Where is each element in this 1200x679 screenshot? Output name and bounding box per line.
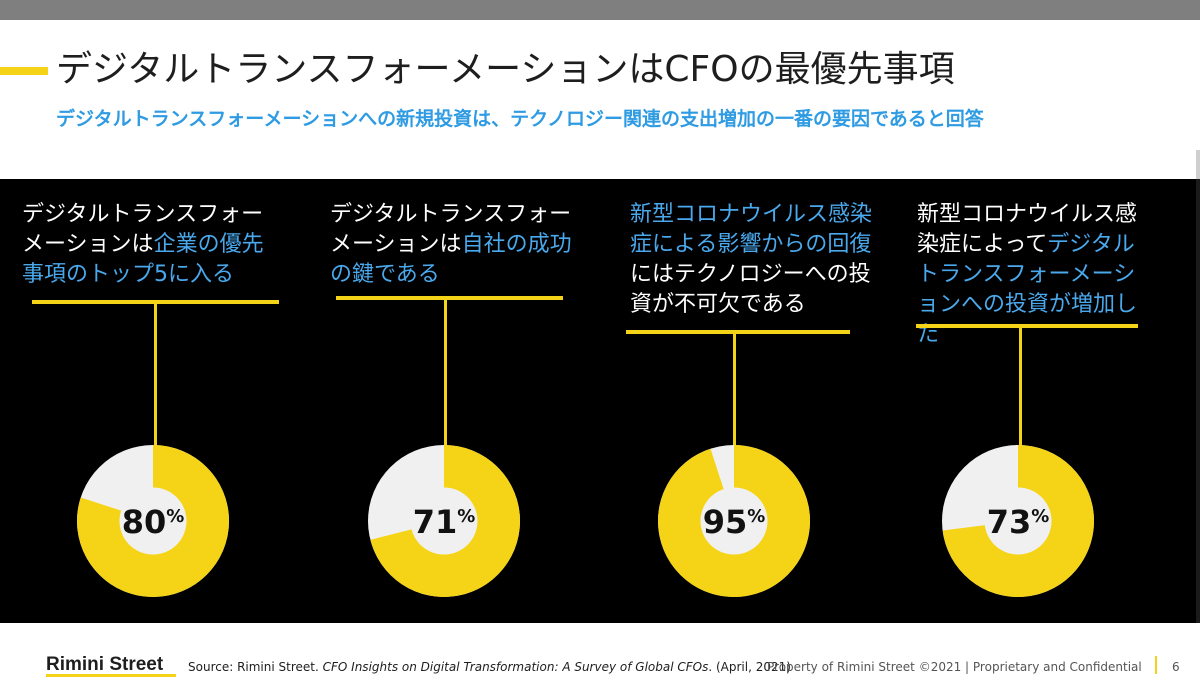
donut-1: 80% bbox=[77, 445, 229, 597]
logo-underline bbox=[46, 674, 176, 677]
donut-1-label: 80% bbox=[122, 503, 185, 541]
stat-text-1-highlight: 企業の優先事項のトップ5に入る bbox=[22, 232, 264, 287]
donut-2-hole bbox=[410, 487, 478, 555]
stat-text-3-highlight: 新型コロナウイルス感染症による影響からの回復 bbox=[630, 202, 873, 257]
donut-1-unit: % bbox=[166, 506, 184, 527]
source-suffix: . (April, 2021) bbox=[708, 660, 791, 674]
donut-2-label: 71% bbox=[413, 503, 476, 541]
stat-text-2-highlight: 自社の成功の鍵である bbox=[330, 232, 572, 287]
stat-stem-2 bbox=[444, 298, 447, 462]
stat-text-2-plain: デジタルトランスフォーメーションは bbox=[330, 202, 572, 257]
donut-2-value: 71 bbox=[413, 503, 458, 541]
stat-text-1-plain: デジタルトランスフォーメーションは bbox=[22, 202, 264, 257]
page-title: デジタルトランスフォーメーションはCFOの最優先事項 bbox=[56, 49, 955, 90]
stat-text-3-after: にはテクノロジーへの投資が不可欠である bbox=[630, 262, 871, 317]
top-bar bbox=[0, 0, 1200, 20]
donut-3-hole bbox=[700, 487, 768, 555]
donut-2-value-slice bbox=[370, 445, 520, 597]
page-number: 6 bbox=[1172, 660, 1180, 674]
donut-4-value-slice bbox=[942, 445, 1095, 597]
stat-text-2: デジタルトランスフォーメーションは自社の成功の鍵である bbox=[330, 200, 592, 290]
source-citation: Source: Rimini Street. CFO Insights on D… bbox=[188, 659, 791, 675]
page-divider bbox=[1155, 656, 1157, 674]
donut-3: 95% bbox=[658, 445, 810, 597]
stat-text-3: 新型コロナウイルス感染症による影響からの回復にはテクノロジーへの投資が不可欠であ… bbox=[630, 200, 880, 320]
donut-1-value: 80 bbox=[122, 503, 167, 541]
donut-2-unit: % bbox=[457, 506, 475, 527]
footer bbox=[0, 623, 1200, 679]
stat-text-1: デジタルトランスフォーメーションは企業の優先事項のトップ5に入る bbox=[22, 200, 280, 290]
stat-stem-4 bbox=[1019, 326, 1022, 459]
donut-charts: 80% 71% 95% 73% bbox=[77, 445, 1095, 597]
confidential-notice: Property of Rimini Street ©2021 | Propri… bbox=[767, 660, 1142, 674]
stat-stem-1 bbox=[154, 302, 157, 464]
title-accent-bar bbox=[0, 67, 48, 75]
donut-4-label: 73% bbox=[987, 503, 1050, 541]
page-subtitle: デジタルトランスフォーメーションへの新規投資は、テクノロジー関連の支出増加の一番… bbox=[56, 108, 984, 130]
donut-3-unit: % bbox=[747, 506, 765, 527]
donut-4-value: 73 bbox=[987, 503, 1032, 541]
stat-rule-2 bbox=[336, 296, 563, 300]
donut-1-value-slice bbox=[77, 445, 229, 597]
donut-3-value: 95 bbox=[703, 503, 748, 541]
donut-3-value-slice bbox=[658, 445, 810, 597]
donut-4-unit: % bbox=[1031, 506, 1049, 527]
stat-stem-3 bbox=[733, 332, 736, 459]
stats-panel: デジタルトランスフォーメーションは企業の優先事項のトップ5に入る デジタルトラン… bbox=[0, 179, 1200, 623]
source-prefix: Source: Rimini Street. bbox=[188, 660, 323, 674]
donut-2: 71% bbox=[368, 445, 520, 597]
donut-4-hole bbox=[984, 487, 1052, 555]
edge-divider bbox=[1196, 150, 1200, 179]
stat-text-4: 新型コロナウイルス感染症によってデジタルトランスフォーメーションへの投資が増加し… bbox=[917, 200, 1149, 350]
donut-3-label: 95% bbox=[703, 503, 766, 541]
stat-text-4-plain: 新型コロナウイルス感染症によって bbox=[917, 202, 1138, 257]
donut-4: 73% bbox=[942, 445, 1095, 597]
company-logo: Rimini Street bbox=[46, 654, 164, 675]
panel-edge bbox=[1196, 179, 1200, 623]
stat-rule-4 bbox=[916, 324, 1138, 328]
donut-1-hole bbox=[119, 487, 187, 555]
source-title: CFO Insights on Digital Transformation: … bbox=[322, 660, 709, 674]
stat-text-4-highlight: デジタルトランスフォーメーションへの投資が増加した bbox=[917, 232, 1138, 347]
stat-rule-3 bbox=[626, 330, 850, 334]
